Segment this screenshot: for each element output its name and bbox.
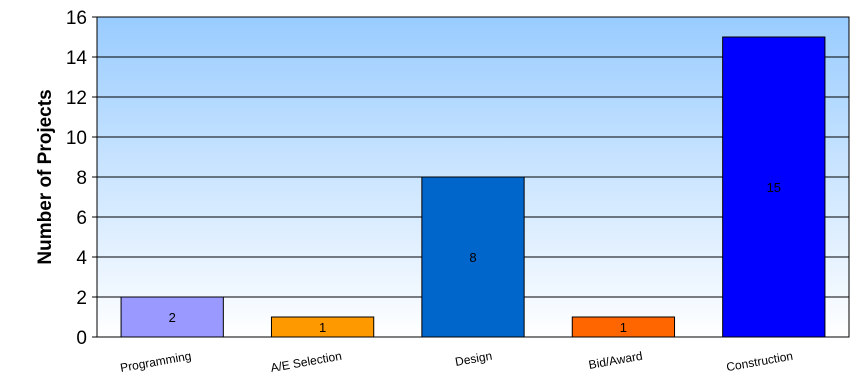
y-axis-label: Number of Projects: [35, 89, 56, 264]
y-tick-label: 8: [76, 168, 87, 189]
data-label: 1: [620, 320, 627, 335]
bar: [722, 36, 826, 338]
y-axis-ticks: 0 2 4 6 8 10 12 14 16: [66, 8, 97, 349]
y-tick-label: 4: [76, 248, 87, 269]
bar: [421, 176, 525, 338]
bar: [270, 316, 375, 338]
bars: 2 1 8 1 15: [120, 36, 826, 338]
x-axis-categories: Programming A/E Selection Design Bid/Award C…: [119, 349, 794, 375]
data-label: 2: [169, 310, 176, 325]
y-tick-label: 16: [66, 8, 87, 29]
y-tick-label: 10: [66, 128, 87, 149]
y-tick-label: 14: [66, 48, 88, 69]
data-label: 15: [767, 180, 781, 195]
y-tick-label: 0: [76, 328, 87, 349]
y-tick-label: 6: [76, 208, 87, 229]
x-category-label: Construction: [725, 349, 794, 374]
y-tick-label: 12: [66, 88, 87, 109]
y-tick-label: 2: [76, 288, 87, 309]
bar: [571, 316, 676, 338]
bar: [120, 296, 224, 338]
x-category-label: Design: [454, 349, 493, 369]
x-category-label: Programming: [119, 349, 192, 375]
data-label: 1: [319, 320, 326, 335]
x-category-label: A/E Selection: [269, 349, 342, 375]
data-label: 8: [469, 250, 476, 265]
x-category-label: Bid/Award: [588, 349, 644, 372]
